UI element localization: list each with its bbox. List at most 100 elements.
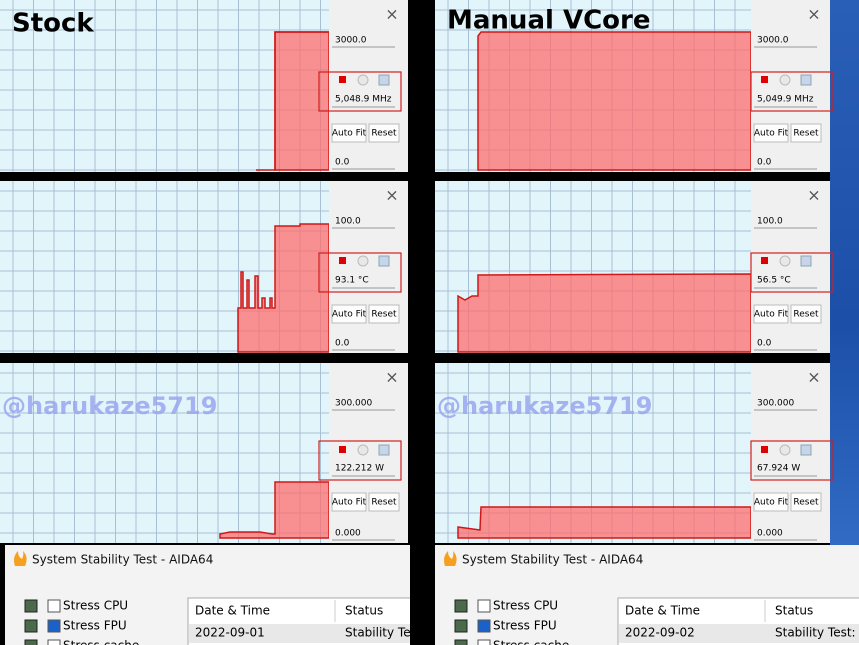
controls bbox=[751, 0, 830, 172]
graph-area bbox=[0, 0, 329, 172]
watermark: @harukaze5719 bbox=[2, 392, 217, 420]
checkbox[interactable] bbox=[477, 619, 491, 633]
button-label: Auto Fit bbox=[332, 129, 367, 139]
button[interactable] bbox=[790, 123, 822, 143]
color-box[interactable] bbox=[339, 257, 346, 264]
button[interactable] bbox=[790, 304, 822, 324]
close-button[interactable]: × bbox=[385, 186, 398, 205]
wallpaper bbox=[830, 0, 859, 645]
graph-fill bbox=[274, 31, 330, 171]
divider bbox=[410, 545, 435, 645]
graph-fill bbox=[457, 506, 752, 539]
button[interactable] bbox=[753, 123, 789, 143]
column-title: Manual VCore bbox=[447, 6, 650, 36]
close-button[interactable]: × bbox=[807, 368, 820, 387]
graph-panel: × 3000.0 5,049.9 MHz Auto Fit Reset 0.0 bbox=[435, 0, 834, 172]
min-value: 0.0 bbox=[757, 158, 772, 168]
column-title: Stock bbox=[12, 9, 94, 39]
button[interactable] bbox=[331, 123, 367, 143]
button[interactable] bbox=[368, 123, 400, 143]
button[interactable] bbox=[753, 304, 789, 324]
radio[interactable] bbox=[779, 255, 791, 267]
max-value: 100.0 bbox=[335, 217, 361, 227]
checkbox[interactable] bbox=[477, 599, 491, 613]
app-window: System Stability Test - AIDA64 Stress CPU… bbox=[5, 545, 619, 645]
min-value: 0.0 bbox=[757, 339, 772, 349]
option-label: Stress CPU bbox=[63, 599, 128, 613]
check[interactable] bbox=[800, 255, 812, 267]
color-box[interactable] bbox=[339, 446, 346, 453]
checkbox[interactable] bbox=[47, 639, 61, 645]
button[interactable] bbox=[368, 492, 400, 512]
log-status: Stability Test: Star bbox=[775, 626, 859, 640]
min-value: 0.000 bbox=[757, 529, 783, 539]
radio[interactable] bbox=[357, 444, 369, 456]
graph-line bbox=[256, 31, 329, 171]
log-date: 2022-09-01 bbox=[195, 626, 265, 640]
highlight bbox=[750, 71, 834, 112]
check[interactable] bbox=[378, 255, 390, 267]
close-button[interactable]: × bbox=[385, 5, 398, 24]
graph-panel: × 100.0 56.5 °C Auto Fit Reset 0.0 bbox=[435, 181, 834, 353]
current-value: 56.5 °C bbox=[757, 276, 791, 286]
graph-fill bbox=[477, 31, 752, 171]
check[interactable] bbox=[378, 444, 390, 456]
current-value: 93.1 °C bbox=[335, 276, 369, 286]
radio[interactable] bbox=[357, 74, 369, 86]
checkbox[interactable] bbox=[47, 599, 61, 613]
watermark: @harukaze5719 bbox=[437, 392, 652, 420]
min-value: 0.000 bbox=[335, 529, 361, 539]
button[interactable] bbox=[790, 492, 822, 512]
button-label: Reset bbox=[371, 498, 397, 508]
option-label: Stress FPU bbox=[493, 619, 557, 633]
option-icon bbox=[24, 639, 38, 645]
color-box[interactable] bbox=[761, 257, 768, 264]
color-box[interactable] bbox=[761, 446, 768, 453]
check[interactable] bbox=[800, 74, 812, 86]
graph-fill bbox=[237, 223, 330, 353]
window-title: System Stability Test - AIDA64 bbox=[32, 553, 213, 567]
check[interactable] bbox=[378, 74, 390, 86]
option-icon bbox=[454, 619, 468, 633]
checkbox[interactable] bbox=[477, 639, 491, 645]
button[interactable] bbox=[368, 304, 400, 324]
button-label: Auto Fit bbox=[332, 310, 367, 320]
graph-fill bbox=[457, 273, 752, 353]
option-label: Stress FPU bbox=[63, 619, 127, 633]
log-status: Stability Test bbox=[345, 626, 422, 640]
app-icon bbox=[444, 551, 457, 566]
button-label: Reset bbox=[793, 498, 819, 508]
close-button[interactable]: × bbox=[807, 186, 820, 205]
min-value: 0.0 bbox=[335, 158, 350, 168]
option-label: Stress CPU bbox=[493, 599, 558, 613]
radio[interactable] bbox=[779, 444, 791, 456]
button-label: Auto Fit bbox=[754, 310, 789, 320]
option-label: Stress cache bbox=[63, 639, 139, 645]
button-label: Reset bbox=[793, 310, 819, 320]
button[interactable] bbox=[331, 304, 367, 324]
max-value: 100.0 bbox=[757, 217, 783, 227]
highlight bbox=[318, 71, 402, 112]
button[interactable] bbox=[331, 492, 367, 512]
highlight bbox=[750, 440, 834, 481]
check[interactable] bbox=[800, 444, 812, 456]
close-button[interactable]: × bbox=[385, 368, 398, 387]
button[interactable] bbox=[753, 492, 789, 512]
max-value: 300.000 bbox=[335, 399, 372, 409]
close-button[interactable]: × bbox=[807, 5, 820, 24]
color-box[interactable] bbox=[339, 76, 346, 83]
current-value: 67.924 W bbox=[757, 464, 800, 474]
radio[interactable] bbox=[779, 74, 791, 86]
max-value: 3000.0 bbox=[335, 36, 367, 46]
max-value: 3000.0 bbox=[757, 36, 789, 46]
radio[interactable] bbox=[357, 255, 369, 267]
option-label: Stress cache bbox=[493, 639, 569, 645]
column-header: Date & Time bbox=[625, 604, 700, 618]
color-box[interactable] bbox=[761, 76, 768, 83]
option-icon bbox=[454, 599, 468, 613]
app-icon bbox=[14, 551, 27, 566]
button-label: Reset bbox=[793, 129, 819, 139]
checkbox[interactable] bbox=[47, 619, 61, 633]
